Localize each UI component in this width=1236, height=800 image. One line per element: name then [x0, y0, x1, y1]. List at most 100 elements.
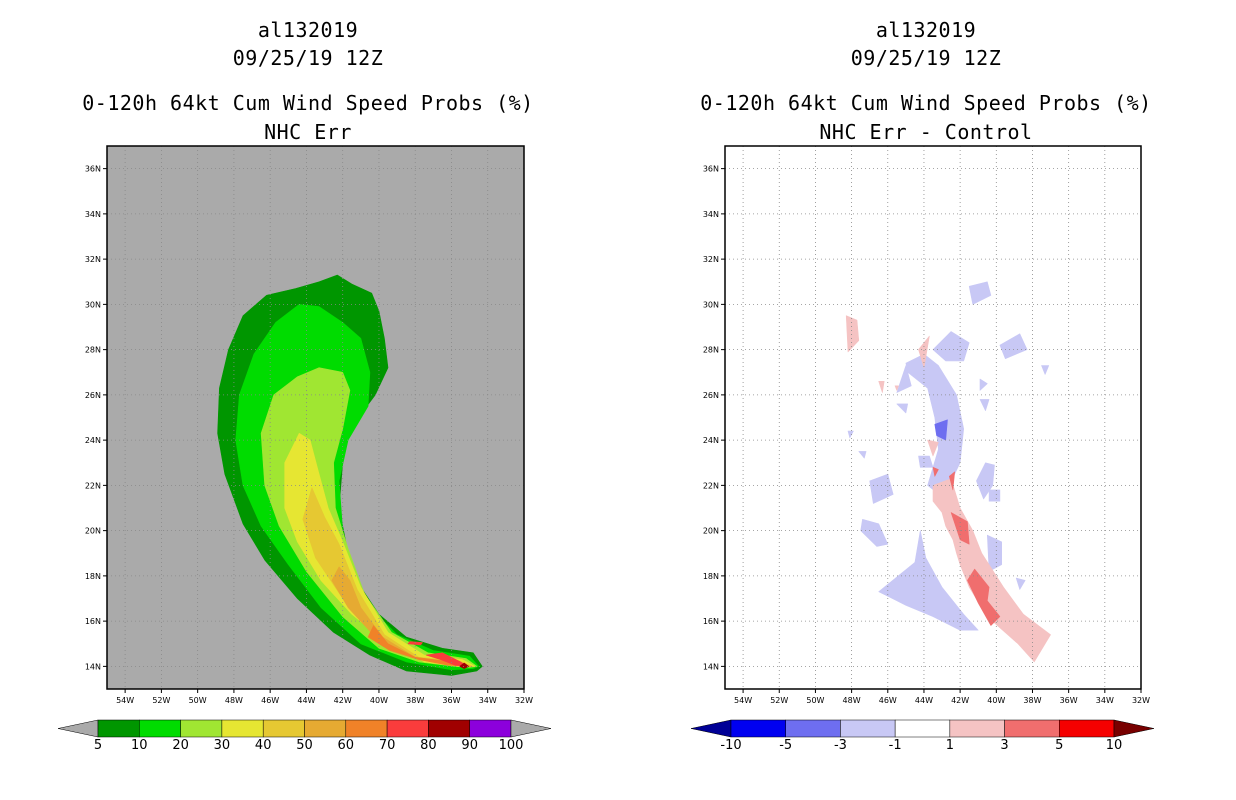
- map-panel-0: 54W 52W 50W 48W 46W 44W 42W 40W 38W 36W 34W 32W 14N 1…: [85, 145, 533, 705]
- plot-frame: [724, 145, 1142, 690]
- y-tick-label: 28N: [85, 346, 101, 355]
- x-tick-label: 34W: [1096, 696, 1114, 705]
- right-subtitle: NHC Err - Control: [819, 120, 1033, 144]
- x-tick-label: 42W: [951, 696, 969, 705]
- colorbar-level-label: -3: [834, 738, 847, 753]
- x-tick-label: 32W: [1132, 696, 1150, 705]
- right-storm-id: al132019: [875, 18, 977, 42]
- contour-level-neg1-17: [1015, 577, 1026, 590]
- y-tick-label: 36N: [703, 165, 719, 174]
- map-panel-1: 54W 52W 50W 48W 46W 44W 42W 40W 38W 36W 34W 32W 14N 1…: [703, 145, 1150, 705]
- plot-frame: [106, 145, 525, 690]
- x-tick-label: 42W: [334, 696, 352, 705]
- contour-level-70-7: [425, 652, 469, 667]
- colorbar-0: 5 10 20 30 40 50 60 70 80 90 100: [57, 719, 552, 753]
- colorbar-swatch: [730, 719, 786, 738]
- right-title: 0-120h 64kt Cum Wind Speed Probs (%): [700, 91, 1152, 115]
- contour-level-1-23: [845, 315, 860, 353]
- colorbar-level-label: 100: [499, 738, 524, 753]
- x-tick-label: 36W: [442, 696, 460, 705]
- x-tick-label: 34W: [479, 696, 497, 705]
- contour-level-neg1-11: [896, 365, 912, 393]
- y-tick-label: 14N: [703, 662, 719, 671]
- x-tick-label: 50W: [189, 696, 207, 705]
- contour-level-neg1-12: [896, 403, 909, 414]
- colorbar-swatch: [221, 719, 264, 738]
- contour-level-neg1-18: [979, 378, 988, 391]
- x-tick-label: 52W: [152, 696, 170, 705]
- contour-level-neg1-10: [976, 462, 995, 500]
- x-tick-label: 40W: [987, 696, 1005, 705]
- y-tick-label: 28N: [703, 346, 719, 355]
- left-date: 09/25/19 12Z: [232, 46, 384, 70]
- y-tick-label: 18N: [703, 572, 719, 581]
- y-tick-label: 20N: [703, 527, 719, 536]
- contour-level-neg1-4: [869, 473, 894, 504]
- colorbar-level-label: 1: [946, 738, 954, 753]
- x-tick-label: 46W: [879, 696, 897, 705]
- colorbar-level-label: 10: [1106, 738, 1123, 753]
- colorbar-level-label: 5: [1055, 738, 1063, 753]
- colorbar-over-triangle: [1113, 719, 1155, 738]
- y-tick-label: 18N: [85, 572, 101, 581]
- contour-level-1-21: [927, 439, 939, 457]
- colorbar-level-label: 70: [379, 738, 396, 753]
- colorbar-level-label: -1: [889, 738, 902, 753]
- y-tick-label: 30N: [85, 300, 101, 309]
- y-tick-label: 14N: [85, 662, 101, 671]
- colorbar-over-triangle: [510, 719, 552, 738]
- x-tick-label: 52W: [770, 696, 788, 705]
- x-tick-label: 50W: [806, 696, 824, 705]
- colorbar-swatch: [1059, 719, 1115, 738]
- colorbar-level-label: -10: [720, 738, 741, 753]
- y-tick-label: 32N: [703, 255, 719, 264]
- x-tick-label: 32W: [515, 696, 533, 705]
- colorbar-level-label: 80: [420, 738, 437, 753]
- y-tick-label: 30N: [703, 300, 719, 309]
- x-tick-label: 48W: [843, 696, 861, 705]
- contour-level-3-28: [967, 568, 1001, 626]
- colorbar-under-triangle: [690, 719, 732, 738]
- colorbar-swatch: [840, 719, 896, 738]
- contour-level-1-24: [878, 380, 885, 393]
- x-tick-label: 44W: [297, 696, 315, 705]
- x-tick-label: 38W: [1023, 696, 1041, 705]
- contour-level-neg1-15: [979, 399, 990, 412]
- colorbar-swatch: [894, 719, 951, 738]
- colorbar-level-label: 3: [1000, 738, 1008, 753]
- x-tick-label: 54W: [116, 696, 134, 705]
- x-tick-label: 46W: [261, 696, 279, 705]
- x-tick-label: 36W: [1060, 696, 1078, 705]
- x-tick-label: 48W: [225, 696, 243, 705]
- y-tick-label: 34N: [703, 210, 719, 219]
- colorbar-swatch: [469, 719, 512, 738]
- colorbar-level-label: 60: [338, 738, 355, 753]
- colorbar-swatch: [304, 719, 347, 738]
- colorbar-swatch: [97, 719, 140, 738]
- y-tick-label: 24N: [703, 436, 719, 445]
- contour-level-60-6: [367, 625, 470, 667]
- colorbar-swatch: [1004, 719, 1060, 738]
- y-tick-label: 22N: [703, 481, 719, 490]
- contour-level-70-8: [407, 641, 423, 646]
- x-tick-label: 40W: [370, 696, 388, 705]
- colorbar-1: -10 -5 -3 -1 1 3 5 10: [690, 719, 1155, 753]
- x-tick-label: 44W: [915, 696, 933, 705]
- colorbar-swatch: [345, 719, 388, 738]
- y-tick-label: 20N: [85, 527, 101, 536]
- left-subtitle: NHC Err: [264, 120, 352, 144]
- contour-level-neg1-8: [988, 489, 1001, 502]
- colorbar-under-triangle: [57, 719, 99, 738]
- y-tick-label: 34N: [85, 210, 101, 219]
- colorbar-level-label: -5: [779, 738, 792, 753]
- colorbar-swatch: [180, 719, 223, 738]
- colorbar-swatch: [785, 719, 841, 738]
- colorbar-swatch: [262, 719, 305, 738]
- y-tick-label: 24N: [85, 436, 101, 445]
- contour-level-neg1-16: [1041, 365, 1050, 375]
- x-tick-label: 54W: [734, 696, 752, 705]
- colorbar-level-label: 50: [296, 738, 313, 753]
- colorbar-level-label: 90: [461, 738, 478, 753]
- left-storm-id: al132019: [257, 18, 359, 42]
